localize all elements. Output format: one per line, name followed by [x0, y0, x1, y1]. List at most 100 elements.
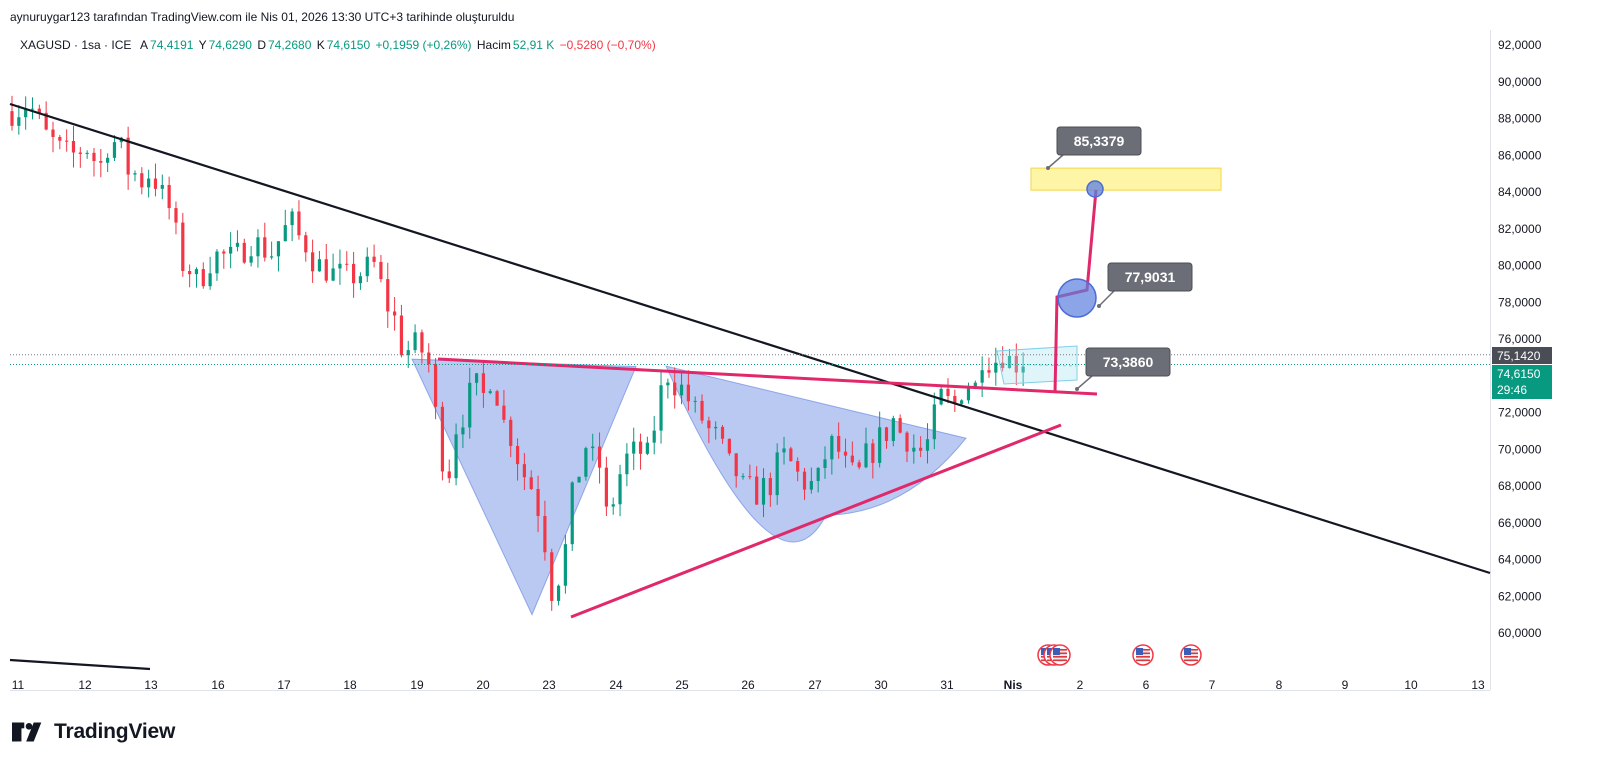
time-tick-label: 10 [1404, 678, 1418, 692]
candle-body [919, 447, 923, 451]
candle-body [99, 161, 103, 163]
candle-body [905, 432, 909, 452]
tradingview-logo[interactable]: TradingView [12, 720, 175, 744]
time-tick-label: Nis [1004, 678, 1023, 692]
candle-body [331, 268, 335, 281]
candle-body [324, 259, 328, 281]
current-price-tag: 74,6150 29:46 [1492, 365, 1552, 399]
candle-body [611, 504, 615, 507]
price-axis[interactable]: 92,0000 90,0000 88,0000 86,0000 84,0000 82,00… [1492, 38, 1552, 640]
candle-body [406, 350, 410, 356]
open-value: 74,4191 [150, 38, 194, 52]
candle-body [994, 362, 998, 373]
flag-stripe [1184, 656, 1198, 658]
candle-body [427, 352, 431, 365]
target-circle [1086, 180, 1104, 198]
candle-body [174, 208, 178, 223]
candle-body [399, 315, 404, 356]
price-tick-label: 86,0000 [1498, 148, 1542, 162]
time-tick-label: 2 [1077, 678, 1084, 692]
time-tick-label: 18 [343, 678, 357, 692]
projection [1053, 180, 1104, 394]
economic-event-icon[interactable] [1049, 644, 1071, 666]
candle-body [208, 273, 212, 287]
candle-body [44, 112, 48, 130]
time-tick-label: 9 [1342, 678, 1349, 692]
brand-name: TradingView [54, 720, 176, 743]
candle-body [365, 256, 369, 277]
candle-body [201, 269, 205, 287]
candle-body [447, 471, 451, 479]
callout-anchor [1046, 166, 1050, 170]
candle-body [837, 436, 841, 452]
candle-body [65, 140, 69, 142]
candle-body [584, 448, 588, 477]
candle-body [645, 442, 649, 454]
candle-body [297, 211, 301, 236]
candle-body [58, 136, 62, 141]
volume-value: 52,91 K [512, 38, 555, 52]
candle-body [577, 476, 581, 483]
candle-body [440, 406, 445, 472]
price-callouts: 85,3379 77,9031 73,3860 [1046, 126, 1193, 391]
current-tag-box [1492, 365, 1552, 399]
open-label: A [140, 38, 149, 52]
candle-body [256, 237, 260, 257]
time-tick-label: 25 [675, 678, 689, 692]
price-tick-label: 80,0000 [1498, 259, 1542, 273]
low-value: 74,2680 [267, 38, 312, 52]
candle-body [816, 467, 820, 481]
price-tick-label: 60,0000 [1498, 626, 1542, 640]
candle-body [276, 241, 281, 257]
price-tick-label: 76,0000 [1498, 332, 1542, 346]
price-tick-label: 72,0000 [1498, 406, 1542, 420]
flag-stripe [1053, 659, 1067, 662]
candle-body [973, 382, 977, 389]
candle-body [78, 152, 82, 154]
candle-body [632, 441, 636, 454]
time-axis[interactable]: 11 12 13 16 17 18 19 20 23 24 25 26 27 30 31 Nis 2 6 7 8 9 10… [12, 678, 1485, 692]
price-callout: 85,3379 [1046, 126, 1142, 170]
candle-body [215, 251, 219, 274]
candle-body [543, 515, 547, 553]
candle-body [249, 256, 253, 263]
economic-event-icon[interactable] [1132, 644, 1154, 666]
flag-stripe [1136, 656, 1150, 658]
candle-body [488, 391, 492, 393]
candle-body [755, 476, 759, 505]
candle-body [536, 489, 540, 516]
candle-body [666, 382, 670, 386]
level-tag-value: 75,1420 [1497, 349, 1541, 363]
candle-body [748, 476, 752, 478]
economic-event-icon[interactable] [1180, 644, 1202, 666]
candle-body [92, 152, 96, 162]
candle-body [864, 443, 868, 468]
tradingview-logo-icon [12, 722, 42, 742]
flag-canton [1053, 648, 1060, 655]
close-label: K [316, 38, 325, 52]
candle-body [618, 474, 622, 505]
candle-body [283, 225, 287, 242]
candle-body [891, 418, 895, 441]
candle-body [37, 108, 41, 113]
event-markers[interactable] [1037, 644, 1202, 666]
volume-label: Hacim [476, 38, 511, 52]
candle-body [884, 427, 889, 441]
candle-body [392, 311, 397, 316]
price-tick-label: 62,0000 [1498, 589, 1542, 603]
price-callout: 77,9031 [1097, 262, 1193, 308]
time-tick-label: 12 [78, 678, 92, 692]
time-tick-label: 31 [940, 678, 954, 692]
candle-body [461, 427, 465, 435]
candle-body [597, 446, 602, 468]
callout-pointer [1047, 154, 1064, 169]
current-tag-countdown: 29:46 [1497, 383, 1527, 397]
callout-value: 77,9031 [1125, 269, 1176, 285]
candle-body [126, 137, 130, 175]
time-tick-label: 11 [12, 678, 25, 692]
candle-body [625, 453, 629, 475]
symbol-name[interactable]: XAGUSD · 1sa · ICE [20, 38, 132, 52]
time-tick-label: 17 [277, 678, 291, 692]
candle-body [570, 482, 574, 545]
